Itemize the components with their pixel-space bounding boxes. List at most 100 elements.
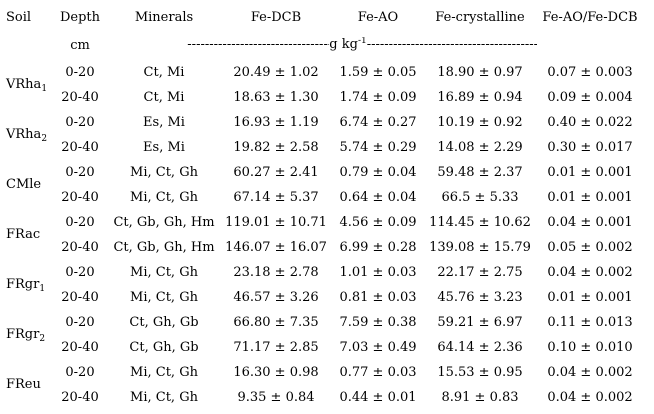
depth-cell: 20-40 xyxy=(61,340,99,355)
minerals-cell: Ct, Gh, Gb xyxy=(129,315,199,330)
fe-dcb-cell: 119.01 ± 10.71 xyxy=(225,215,327,230)
fe-dcb-cell: 16.30 ± 0.98 xyxy=(233,365,319,380)
fe-crystalline-cell: 66.5 ± 5.33 xyxy=(441,190,519,205)
header-fe-dcb: Fe-DCB xyxy=(250,10,302,25)
depth-cell: 20-40 xyxy=(61,390,99,405)
units-dashes-left: ----------------------------------------… xyxy=(187,37,329,52)
soil-label: VRha1 xyxy=(6,77,48,94)
fe-ratio-cell: 0.40 ± 0.022 xyxy=(547,115,633,130)
units-line: ----------------------------------------… xyxy=(164,37,560,53)
fe-dcb-cell: 60.27 ± 2.41 xyxy=(233,165,319,180)
soil-subscript: 1 xyxy=(41,84,48,94)
soil-label: FRac xyxy=(6,227,40,243)
fe-dcb-cell: 9.35 ± 0.84 xyxy=(237,390,315,405)
soil-label: FRgr2 xyxy=(6,327,46,344)
fe-dcb-cell: 16.93 ± 1.19 xyxy=(233,115,319,130)
minerals-cell: Ct, Mi xyxy=(143,65,185,80)
fe-ratio-cell: 0.01 ± 0.001 xyxy=(547,190,633,205)
fe-ao-cell: 1.59 ± 0.05 xyxy=(339,65,417,80)
fe-ratio-cell: 0.04 ± 0.002 xyxy=(547,265,633,280)
fe-crystalline-cell: 16.89 ± 0.94 xyxy=(437,90,523,105)
header-fe-ao: Fe-AO xyxy=(357,10,399,25)
header-soil: Soil xyxy=(6,10,32,25)
fe-ao-cell: 4.56 ± 0.09 xyxy=(339,215,417,230)
minerals-cell: Ct, Gh, Gb xyxy=(129,340,199,355)
depth-cell: 20-40 xyxy=(61,90,99,105)
fe-ao-cell: 0.77 ± 0.03 xyxy=(339,365,417,380)
fe-dcb-cell: 46.57 ± 3.26 xyxy=(233,290,319,305)
fe-crystalline-cell: 64.14 ± 2.36 xyxy=(437,340,523,355)
minerals-cell: Mi, Ct, Gh xyxy=(130,190,198,205)
header-fe-crystalline: Fe-crystalline xyxy=(435,10,525,25)
fe-ratio-cell: 0.01 ± 0.001 xyxy=(547,290,633,305)
fe-dcb-cell: 66.80 ± 7.35 xyxy=(233,315,319,330)
depth-cell: 0-20 xyxy=(65,265,95,280)
depth-unit: cm xyxy=(70,38,90,53)
minerals-cell: Ct, Gb, Gh, Hm xyxy=(113,240,215,255)
soil-name: VRha xyxy=(6,77,42,92)
fe-ao-cell: 1.01 ± 0.03 xyxy=(339,265,417,280)
fe-ao-cell: 6.99 ± 0.28 xyxy=(339,240,417,255)
fe-crystalline-cell: 59.48 ± 2.37 xyxy=(437,165,523,180)
fe-crystalline-cell: 114.45 ± 10.62 xyxy=(429,215,531,230)
header-minerals: Minerals xyxy=(134,10,194,25)
depth-cell: 20-40 xyxy=(61,240,99,255)
fe-dcb-cell: 67.14 ± 5.37 xyxy=(233,190,319,205)
minerals-cell: Mi, Ct, Gh xyxy=(130,265,198,280)
depth-cell: 20-40 xyxy=(61,140,99,155)
minerals-cell: Mi, Ct, Gh xyxy=(130,365,198,380)
fe-dcb-cell: 19.82 ± 2.58 xyxy=(233,140,319,155)
soil-subscript: 1 xyxy=(39,284,46,294)
fe-ratio-cell: 0.04 ± 0.002 xyxy=(547,390,633,405)
fe-dcb-cell: 146.07 ± 16.07 xyxy=(225,240,327,255)
fe-dcb-cell: 18.63 ± 1.30 xyxy=(233,90,319,105)
depth-cell: 20-40 xyxy=(61,290,99,305)
depth-cell: 0-20 xyxy=(65,365,95,380)
fe-crystalline-cell: 18.90 ± 0.97 xyxy=(437,65,523,80)
minerals-cell: Ct, Mi xyxy=(143,90,185,105)
fe-ao-cell: 7.03 ± 0.49 xyxy=(339,340,417,355)
soil-subscript: 2 xyxy=(41,134,48,144)
minerals-cell: Mi, Ct, Gh xyxy=(130,165,198,180)
fe-ao-cell: 5.74 ± 0.29 xyxy=(339,140,417,155)
header-fe-ratio: Fe-AO/Fe-DCB xyxy=(542,10,638,25)
minerals-cell: Mi, Ct, Gh xyxy=(130,290,198,305)
fe-ratio-cell: 0.04 ± 0.002 xyxy=(547,365,633,380)
units-exponent: -1 xyxy=(357,37,367,46)
header-depth: Depth xyxy=(59,10,101,25)
fe-dcb-cell: 20.49 ± 1.02 xyxy=(233,65,319,80)
fe-crystalline-cell: 15.53 ± 0.95 xyxy=(437,365,523,380)
soil-subscript: 2 xyxy=(39,334,46,344)
fe-ao-cell: 0.81 ± 0.03 xyxy=(339,290,417,305)
fe-dcb-cell: 23.18 ± 2.78 xyxy=(233,265,319,280)
fe-ratio-cell: 0.04 ± 0.001 xyxy=(547,215,633,230)
fe-ratio-cell: 0.09 ± 0.004 xyxy=(547,90,633,105)
fe-ratio-cell: 0.07 ± 0.003 xyxy=(547,65,633,80)
soil-label: FRgr1 xyxy=(6,277,46,294)
soil-label: VRha2 xyxy=(6,127,48,144)
fe-crystalline-cell: 10.19 ± 0.92 xyxy=(437,115,523,130)
soil-label: CMle xyxy=(6,177,41,193)
soil-name: FReu xyxy=(6,377,41,392)
fe-ao-cell: 6.74 ± 0.27 xyxy=(339,115,417,130)
depth-cell: 0-20 xyxy=(65,215,95,230)
fe-crystalline-cell: 45.76 ± 3.23 xyxy=(437,290,523,305)
fe-dcb-cell: 71.17 ± 2.85 xyxy=(233,340,319,355)
soil-name: VRha xyxy=(6,127,42,142)
fe-ratio-cell: 0.11 ± 0.013 xyxy=(547,315,633,330)
fe-ao-cell: 0.79 ± 0.04 xyxy=(339,165,417,180)
minerals-cell: Es, Mi xyxy=(143,115,185,130)
fe-ao-cell: 0.44 ± 0.01 xyxy=(339,390,417,405)
units-label: g kg-1 xyxy=(329,37,366,52)
fe-ao-cell: 0.64 ± 0.04 xyxy=(339,190,417,205)
minerals-cell: Ct, Gb, Gh, Hm xyxy=(113,215,215,230)
depth-cell: 20-40 xyxy=(61,190,99,205)
fe-ao-cell: 1.74 ± 0.09 xyxy=(339,90,417,105)
fe-crystalline-cell: 22.17 ± 2.75 xyxy=(437,265,523,280)
soil-name: CMle xyxy=(6,177,42,192)
fe-ratio-cell: 0.05 ± 0.002 xyxy=(547,240,633,255)
fe-ratio-cell: 0.10 ± 0.010 xyxy=(547,340,633,355)
fe-crystalline-cell: 8.91 ± 0.83 xyxy=(441,390,519,405)
fe-crystalline-cell: 59.21 ± 6.97 xyxy=(437,315,523,330)
minerals-cell: Es, Mi xyxy=(143,140,185,155)
